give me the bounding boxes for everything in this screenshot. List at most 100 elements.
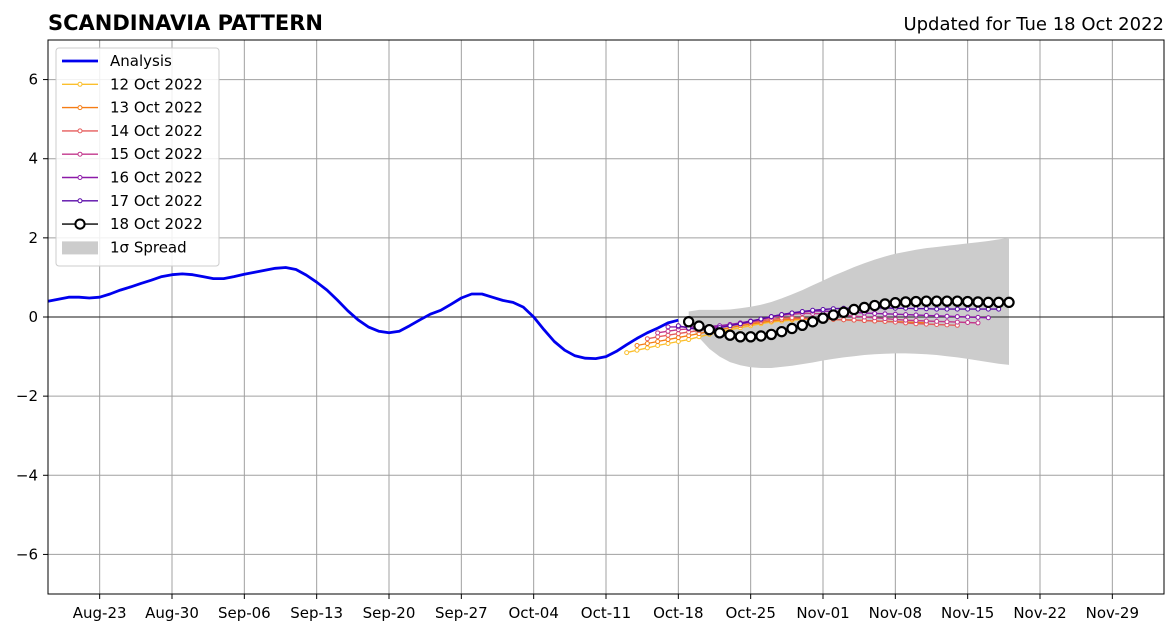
- y-tick-label: 6: [28, 71, 38, 89]
- data-point: [655, 334, 661, 340]
- data-point: [892, 316, 898, 322]
- data-point: [879, 298, 891, 310]
- data-point: [985, 315, 991, 321]
- data-point: [910, 295, 922, 308]
- data-point: [817, 312, 829, 324]
- data-point: [758, 316, 764, 322]
- legend-entry: 14 Oct 2022: [62, 122, 203, 140]
- data-point: [944, 313, 950, 319]
- data-point: [954, 306, 960, 312]
- y-axis-ticks: −6 −4 −2 0 2 4 6: [16, 71, 48, 563]
- data-point: [899, 296, 912, 308]
- y-tick-label: −4: [16, 466, 38, 484]
- data-point: [934, 306, 940, 312]
- legend: Analysis 12 Oct 2022 13 Oct 2022 14 Oct 202…: [55, 47, 220, 267]
- data-point: [748, 318, 754, 324]
- data-point: [951, 295, 964, 307]
- data-point: [961, 295, 974, 308]
- chart-subtitle: Updated for Tue 18 Oct 2022: [903, 14, 1164, 35]
- series-0: [47, 266, 679, 361]
- data-point: [665, 341, 671, 347]
- data-point: [892, 311, 898, 317]
- legend-label: 17 Oct 2022: [110, 192, 203, 210]
- legend-marker: [77, 105, 83, 111]
- data-point: [872, 315, 878, 321]
- x-tick-label: Oct-04: [508, 604, 558, 622]
- data-point: [923, 306, 929, 312]
- data-point: [913, 318, 919, 324]
- data-point: [861, 314, 867, 320]
- x-tick-label: Sep-06: [218, 604, 271, 622]
- data-point: [920, 295, 933, 307]
- y-tick-label: 2: [28, 229, 38, 247]
- x-tick-label: Nov-08: [869, 604, 922, 622]
- y-tick-label: −6: [16, 545, 38, 563]
- data-point: [703, 323, 716, 336]
- data-point: [799, 308, 805, 314]
- data-point: [634, 342, 640, 348]
- data-point: [882, 316, 888, 322]
- data-point: [737, 321, 743, 327]
- series-layer: [47, 266, 1015, 361]
- x-axis-ticks: Aug-23 Aug-30 Sep-06 Sep-13 Sep-20 Sep-27 Oct-…: [73, 594, 1139, 622]
- legend-marker: [74, 218, 86, 230]
- data-point: [930, 295, 943, 307]
- x-tick-label: Aug-30: [145, 604, 199, 622]
- data-point: [903, 312, 909, 318]
- data-point: [675, 335, 681, 341]
- legend-label: 16 Oct 2022: [110, 169, 203, 187]
- legend-marker: [77, 175, 83, 180]
- legend-label: 12 Oct 2022: [110, 75, 203, 93]
- data-point: [786, 322, 798, 335]
- data-point: [765, 328, 778, 341]
- x-tick-label: Sep-13: [290, 604, 343, 622]
- data-point: [665, 328, 671, 334]
- data-point: [954, 319, 960, 325]
- x-tick-label: Oct-25: [725, 604, 775, 622]
- x-tick-label: Aug-23: [73, 604, 127, 622]
- data-point: [944, 319, 950, 325]
- data-point: [634, 347, 640, 353]
- data-point: [644, 341, 650, 347]
- data-point: [903, 317, 909, 323]
- data-point: [768, 314, 774, 320]
- data-point: [655, 339, 661, 345]
- data-point: [682, 316, 695, 328]
- data-point: [851, 317, 857, 323]
- data-point: [913, 312, 919, 318]
- data-point: [848, 303, 860, 316]
- data-point: [624, 350, 630, 356]
- data-point: [965, 306, 971, 312]
- data-point: [992, 296, 1005, 309]
- data-point: [727, 323, 733, 329]
- data-point: [965, 314, 971, 320]
- y-tick-label: −2: [16, 387, 38, 405]
- data-point: [796, 319, 809, 332]
- x-tick-label: Nov-29: [1086, 604, 1139, 622]
- legend-label: Analysis: [110, 52, 172, 70]
- data-point: [954, 314, 960, 320]
- data-point: [806, 316, 819, 328]
- legend-label: 18 Oct 2022: [110, 215, 203, 233]
- legend-entry: 12 Oct 2022: [62, 75, 203, 93]
- data-point: [789, 310, 795, 316]
- data-point: [755, 330, 767, 342]
- y-tick-label: 4: [28, 150, 38, 168]
- data-point: [934, 313, 940, 319]
- data-point: [982, 296, 995, 309]
- data-point: [675, 331, 681, 337]
- x-tick-label: Nov-15: [941, 604, 994, 622]
- data-point: [868, 299, 881, 312]
- data-point: [820, 306, 826, 312]
- data-point: [1003, 296, 1015, 309]
- data-point: [644, 336, 650, 342]
- data-point: [693, 320, 705, 332]
- legend-entry: Analysis: [62, 52, 172, 70]
- data-point: [934, 318, 940, 324]
- data-point: [675, 339, 681, 345]
- data-point: [827, 309, 840, 321]
- data-point: [975, 320, 981, 326]
- data-point: [644, 345, 650, 351]
- data-point: [837, 306, 850, 318]
